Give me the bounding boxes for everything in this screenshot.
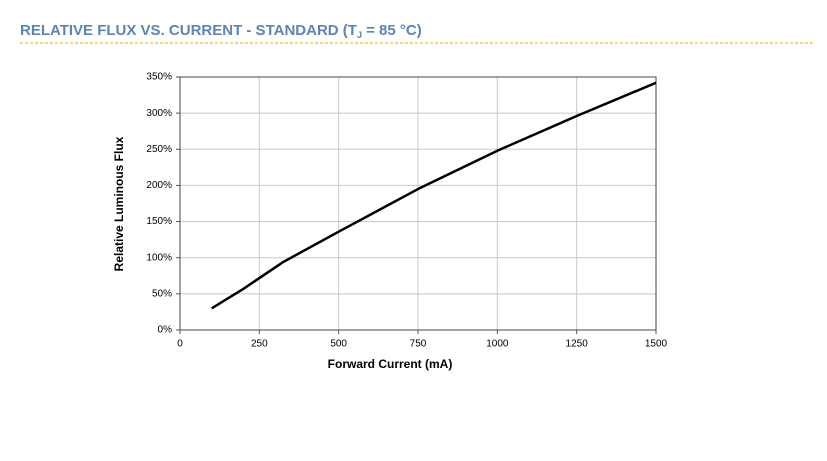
x-tick-label: 250 xyxy=(251,339,268,350)
x-tick-label: 1250 xyxy=(566,339,589,350)
title-end: = 85 °C) xyxy=(362,22,422,39)
y-axis-title: Relative Luminous Flux xyxy=(112,136,126,271)
x-tick-label: 0 xyxy=(177,339,183,350)
x-tick-label: 1500 xyxy=(645,339,668,350)
y-tick-label: 200% xyxy=(146,180,172,191)
x-axis-title: Forward Current (mA) xyxy=(328,357,453,371)
y-tick-label: 50% xyxy=(152,288,172,299)
x-tick-label: 500 xyxy=(330,339,347,350)
y-tick-label: 150% xyxy=(146,216,172,227)
x-tick-label: 1000 xyxy=(486,339,509,350)
y-tick-label: 300% xyxy=(146,108,172,119)
y-tick-label: 0% xyxy=(158,325,173,336)
y-tick-label: 350% xyxy=(146,72,172,83)
title-subscript: J xyxy=(357,30,362,40)
y-tick-label: 100% xyxy=(146,252,172,263)
plot-frame xyxy=(179,76,657,331)
chart-title: RELATIVE FLUX VS. CURRENT - STANDARD (TJ… xyxy=(20,22,422,40)
x-tick-label: 750 xyxy=(410,339,427,350)
y-tick-label: 250% xyxy=(146,144,172,155)
line xyxy=(211,81,657,310)
title-main: RELATIVE FLUX VS. CURRENT - STANDARD (T xyxy=(20,22,357,39)
